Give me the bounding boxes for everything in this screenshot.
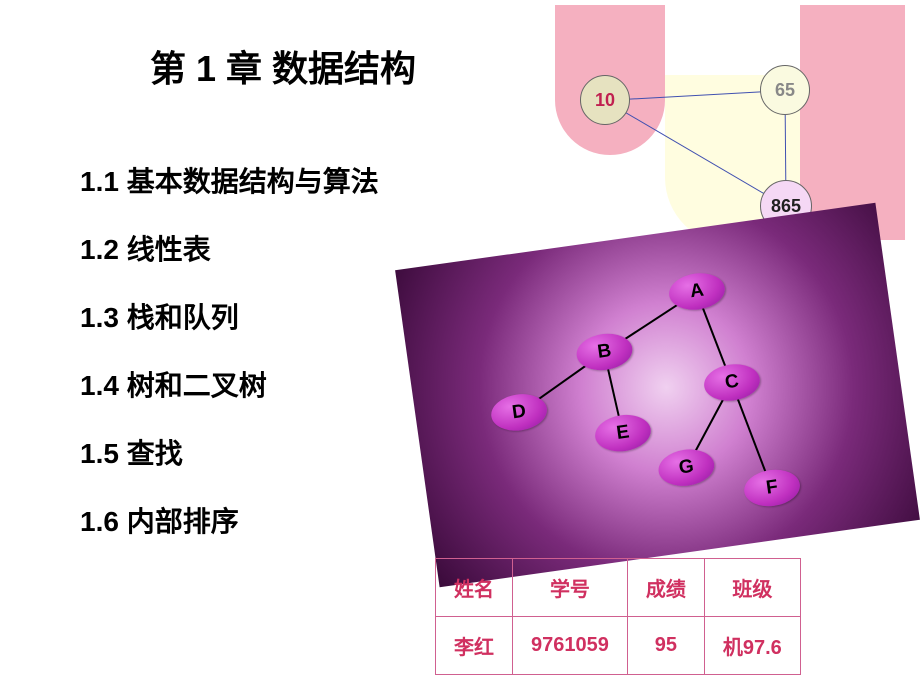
toc-item: 1.6 内部排序 bbox=[80, 500, 379, 540]
tree-node: G bbox=[656, 446, 716, 489]
bg-shape-pink-right bbox=[800, 5, 905, 240]
page-title: 第 1 章 数据结构 bbox=[150, 40, 416, 92]
table-row: 李红 9761059 95 机97.6 bbox=[436, 617, 801, 675]
toc-item: 1.4 树和二叉树 bbox=[80, 364, 379, 404]
table-cell: 9761059 bbox=[513, 617, 628, 675]
table-header: 学号 bbox=[513, 559, 628, 617]
table-cell: 95 bbox=[627, 617, 704, 675]
table-cell: 李红 bbox=[436, 617, 513, 675]
graph-node: 65 bbox=[760, 65, 810, 115]
tree-diagram: ABCDEGF bbox=[395, 203, 920, 587]
table-header: 成绩 bbox=[627, 559, 704, 617]
table-header-row: 姓名 学号 成绩 班级 bbox=[436, 559, 801, 617]
student-table: 姓名 学号 成绩 班级 李红 9761059 95 机97.6 bbox=[435, 558, 801, 675]
toc-item: 1.3 栈和队列 bbox=[80, 296, 379, 336]
table-header: 班级 bbox=[704, 559, 800, 617]
toc-item: 1.2 线性表 bbox=[80, 228, 379, 268]
tree-node: F bbox=[742, 466, 802, 509]
tree-node: E bbox=[593, 411, 653, 454]
tree-node: C bbox=[702, 361, 762, 404]
toc-item: 1.1 基本数据结构与算法 bbox=[80, 160, 379, 200]
table-header: 姓名 bbox=[436, 559, 513, 617]
toc-item: 1.5 查找 bbox=[80, 432, 379, 472]
toc: 1.1 基本数据结构与算法 1.2 线性表 1.3 栈和队列 1.4 树和二叉树… bbox=[80, 160, 379, 568]
graph-node: 10 bbox=[580, 75, 630, 125]
table-cell: 机97.6 bbox=[704, 617, 800, 675]
